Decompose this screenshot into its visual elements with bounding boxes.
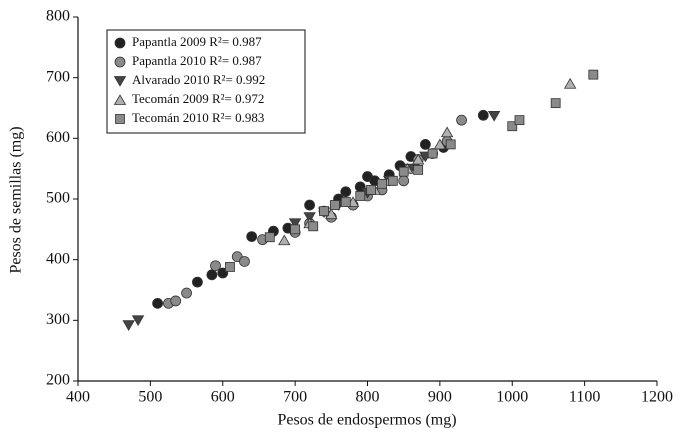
point xyxy=(433,138,447,150)
x-tick-label: 600 xyxy=(211,389,235,406)
point xyxy=(398,175,410,187)
point xyxy=(181,287,192,299)
y-tick-label: 300 xyxy=(46,311,70,328)
point xyxy=(225,262,235,272)
point xyxy=(239,256,250,267)
point xyxy=(487,110,501,122)
point xyxy=(308,221,319,232)
x-axis-title: Pesos de endospermos (mg) xyxy=(277,412,456,429)
point xyxy=(131,315,145,327)
point xyxy=(456,114,467,126)
x-tick-label: 1100 xyxy=(569,389,600,406)
y-tick-label: 400 xyxy=(46,250,70,267)
y-tick-label: 600 xyxy=(46,129,70,146)
point xyxy=(440,126,454,138)
point xyxy=(387,175,398,186)
point xyxy=(152,297,164,309)
x-tick-label: 700 xyxy=(283,389,307,406)
legend-label: Tecomán 2009 R²= 0.972 xyxy=(132,91,264,106)
point xyxy=(304,199,316,211)
point xyxy=(264,232,275,243)
point xyxy=(507,121,518,132)
legend-marker xyxy=(114,56,126,68)
point xyxy=(170,295,182,307)
point xyxy=(550,98,561,109)
x-tick-label: 800 xyxy=(356,389,380,406)
point xyxy=(278,234,291,246)
legend-label: Papantla 2010 R²= 0.987 xyxy=(132,53,262,68)
point xyxy=(210,260,221,272)
x-tick-label: 1000 xyxy=(496,389,528,406)
point xyxy=(563,77,577,89)
point xyxy=(246,231,258,243)
point xyxy=(192,276,203,288)
x-tick-label: 400 xyxy=(66,389,90,406)
point xyxy=(411,153,425,165)
point xyxy=(477,109,489,121)
point xyxy=(398,166,409,177)
y-tick-label: 800 xyxy=(46,8,70,25)
x-tick-label: 900 xyxy=(428,389,452,406)
point xyxy=(445,139,456,150)
point xyxy=(303,212,316,223)
legend-marker xyxy=(113,94,127,105)
point xyxy=(319,206,329,217)
legend: Papantla 2009 R²= 0.987 Papantla 2010 R²=… xyxy=(106,29,306,134)
y-tick-label: 500 xyxy=(46,190,70,207)
y-tick-label: 200 xyxy=(46,372,70,389)
legend-marker xyxy=(113,76,127,87)
point xyxy=(514,115,525,126)
point xyxy=(340,186,352,198)
x-tick-label: 500 xyxy=(138,389,162,406)
point xyxy=(427,148,438,159)
point xyxy=(206,269,218,281)
point xyxy=(377,178,387,189)
point xyxy=(330,200,340,210)
legend-marker xyxy=(114,37,126,49)
legend-label: Papantla 2009 R²= 0.987 xyxy=(132,34,262,49)
point xyxy=(419,138,431,150)
point xyxy=(366,184,377,195)
point xyxy=(355,191,366,201)
point xyxy=(340,197,351,207)
x-tick-label: 1200 xyxy=(641,389,673,406)
point xyxy=(290,224,301,235)
legend-marker xyxy=(115,114,125,124)
point xyxy=(588,69,599,80)
y-tick-label: 700 xyxy=(46,68,70,85)
point xyxy=(288,218,302,230)
point xyxy=(122,320,135,331)
legend-box xyxy=(106,29,306,134)
legend-label: Tecomán 2010 R²= 0.983 xyxy=(132,110,264,125)
point xyxy=(413,164,424,175)
y-axis-title: Pesos de semillas (mg) xyxy=(8,126,25,273)
legend-label: Alvarado 2010 R²= 0.992 xyxy=(132,72,265,87)
